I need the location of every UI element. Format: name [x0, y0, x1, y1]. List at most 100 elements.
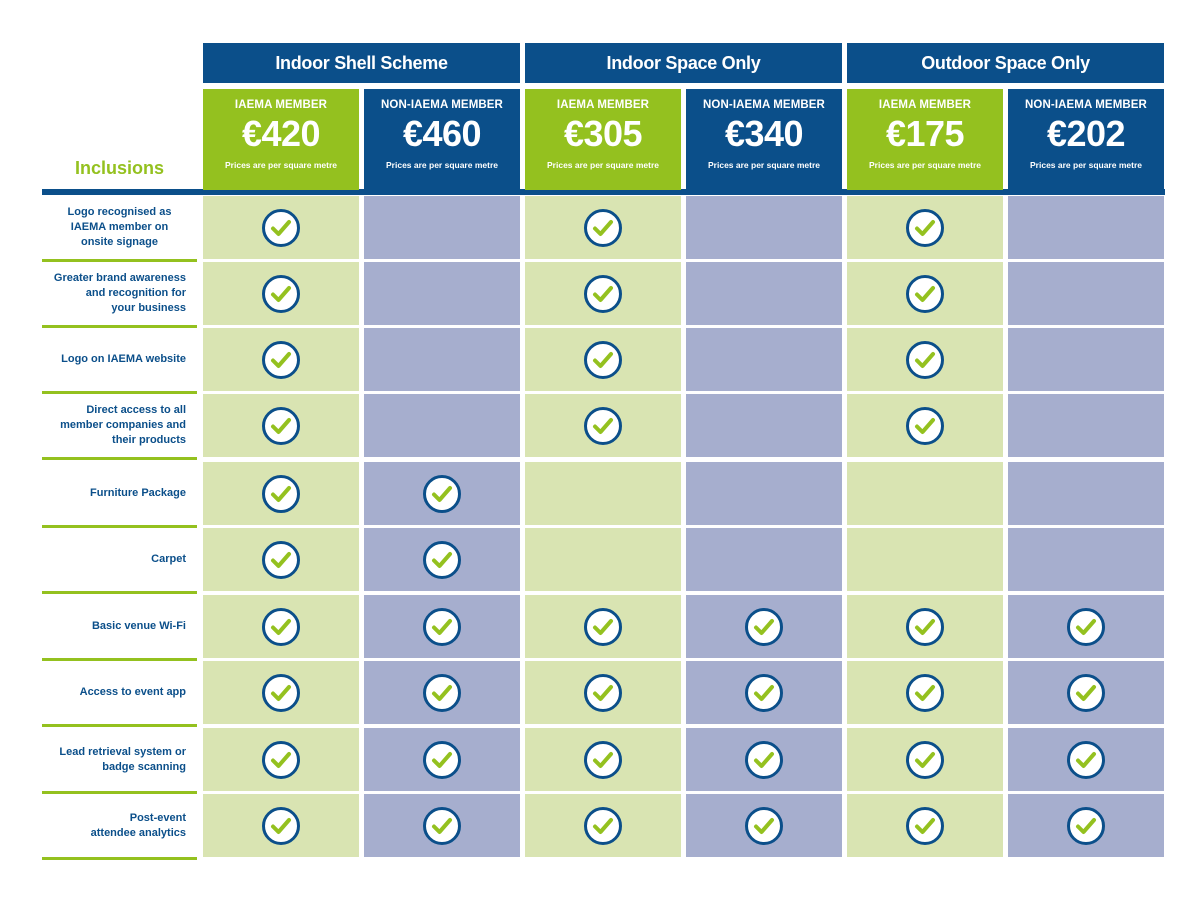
row-label-text: Direct access to all member companies an… — [60, 404, 186, 446]
table-cell — [525, 661, 681, 724]
checkmark-icon — [262, 208, 300, 247]
price-value: €460 — [402, 113, 482, 154]
table-cell — [1008, 728, 1164, 791]
table-cell — [847, 595, 1003, 658]
table-cell — [203, 394, 359, 457]
checkmark-icon — [423, 540, 461, 579]
row-label-text: Logo recognised as IAEMA member on onsit… — [67, 206, 172, 248]
table-cell — [686, 262, 842, 325]
table-cell — [686, 728, 842, 791]
table-cell — [203, 462, 359, 525]
group-header-1: Indoor Space Only — [525, 43, 842, 83]
checkmark-icon — [423, 673, 461, 712]
table-cell — [525, 728, 681, 791]
table-cell — [1008, 661, 1164, 724]
table-cell — [1008, 328, 1164, 391]
row-label-text: Logo on IAEMA website — [61, 353, 186, 365]
price-card-0: IAEMA MEMBER €420 Prices are per square me… — [203, 89, 359, 190]
table-cell — [1008, 794, 1164, 857]
checkmark-icon — [423, 806, 461, 845]
table-cell — [364, 728, 520, 791]
table-cell — [847, 262, 1003, 325]
table-cell — [686, 196, 842, 259]
header-divider — [42, 189, 1165, 195]
row-label-9: Post-event attendee analytics — [42, 794, 197, 860]
row-label-2: Logo on IAEMA website — [42, 328, 197, 394]
row-label-text: Post-event attendee analytics — [90, 811, 186, 839]
checkmark-icon — [906, 806, 944, 845]
price-card-4: IAEMA MEMBER €175 Prices are per square me… — [847, 89, 1003, 190]
row-label-text: Basic venue Wi-Fi — [91, 620, 186, 632]
table-cell — [686, 595, 842, 658]
table-cell — [203, 595, 359, 658]
table-cell — [847, 728, 1003, 791]
checkmark-icon — [584, 340, 622, 379]
tier-label: IAEMA MEMBER — [556, 99, 650, 111]
table-cell — [364, 528, 520, 591]
checkmark-icon — [745, 806, 783, 845]
price-card-5: NON-IAEMA MEMBER €202 Prices are per squar… — [1008, 89, 1164, 190]
row-label-1: Greater brand awareness and recognition … — [42, 262, 197, 328]
price-card-3: NON-IAEMA MEMBER €340 Prices are per squar… — [686, 89, 842, 190]
checkmark-icon — [262, 673, 300, 712]
tier-label: IAEMA MEMBER — [878, 99, 972, 111]
table-cell — [364, 394, 520, 457]
table-cell — [1008, 462, 1164, 525]
price-value: €420 — [241, 113, 321, 154]
row-label-text: Furniture Package — [90, 487, 186, 499]
row-label-text: Greater brand awareness and recognition … — [53, 272, 186, 314]
price-note: Prices are per square metre — [708, 160, 820, 170]
table-cell — [686, 328, 842, 391]
checkmark-icon — [423, 740, 461, 779]
checkmark-icon — [262, 406, 300, 445]
row-label-text: Access to event app — [79, 686, 186, 698]
table-cell — [686, 462, 842, 525]
price-card-1: NON-IAEMA MEMBER €460 Prices are per squar… — [364, 89, 520, 190]
price-note: Prices are per square metre — [547, 160, 659, 170]
price-value: €340 — [724, 113, 804, 154]
price-value: €202 — [1046, 113, 1126, 154]
table-cell — [1008, 394, 1164, 457]
table-cell — [203, 262, 359, 325]
checkmark-icon — [906, 406, 944, 445]
tier-label: NON-IAEMA MEMBER — [1025, 99, 1147, 111]
table-cell — [686, 528, 842, 591]
row-label-text: Lead retrieval system or badge scanning — [59, 745, 186, 773]
table-cell — [525, 262, 681, 325]
table-cell — [847, 661, 1003, 724]
table-cell — [364, 595, 520, 658]
table-cell — [847, 328, 1003, 391]
checkmark-icon — [1067, 806, 1105, 845]
table-cell — [847, 528, 1003, 591]
table-cell — [847, 794, 1003, 857]
price-note: Prices are per square metre — [869, 160, 981, 170]
table-cell — [525, 794, 681, 857]
table-cell — [686, 794, 842, 857]
inclusions-heading: Inclusions — [74, 158, 164, 178]
checkmark-icon — [906, 673, 944, 712]
price-value: €175 — [885, 113, 965, 154]
checkmark-icon — [906, 274, 944, 313]
table-cell — [203, 794, 359, 857]
row-label-0: Logo recognised as IAEMA member on onsit… — [42, 196, 197, 262]
table-cell — [364, 196, 520, 259]
table-cell — [1008, 262, 1164, 325]
row-label-text: Carpet — [151, 553, 186, 565]
table-cell — [364, 262, 520, 325]
checkmark-icon — [262, 740, 300, 779]
checkmark-icon — [262, 607, 300, 646]
price-value: €305 — [563, 113, 643, 154]
checkmark-icon — [584, 740, 622, 779]
table-cell — [525, 328, 681, 391]
table-cell — [203, 728, 359, 791]
price-card-2: IAEMA MEMBER €305 Prices are per square me… — [525, 89, 681, 190]
table-cell — [364, 328, 520, 391]
price-note: Prices are per square metre — [225, 160, 337, 170]
table-cell — [847, 196, 1003, 259]
table-cell — [203, 528, 359, 591]
table-cell — [203, 661, 359, 724]
row-label-8: Lead retrieval system or badge scanning — [42, 728, 197, 794]
price-note: Prices are per square metre — [1030, 160, 1142, 170]
group-header-0: Indoor Shell Scheme — [203, 43, 520, 83]
row-label-5: Carpet — [42, 528, 197, 594]
